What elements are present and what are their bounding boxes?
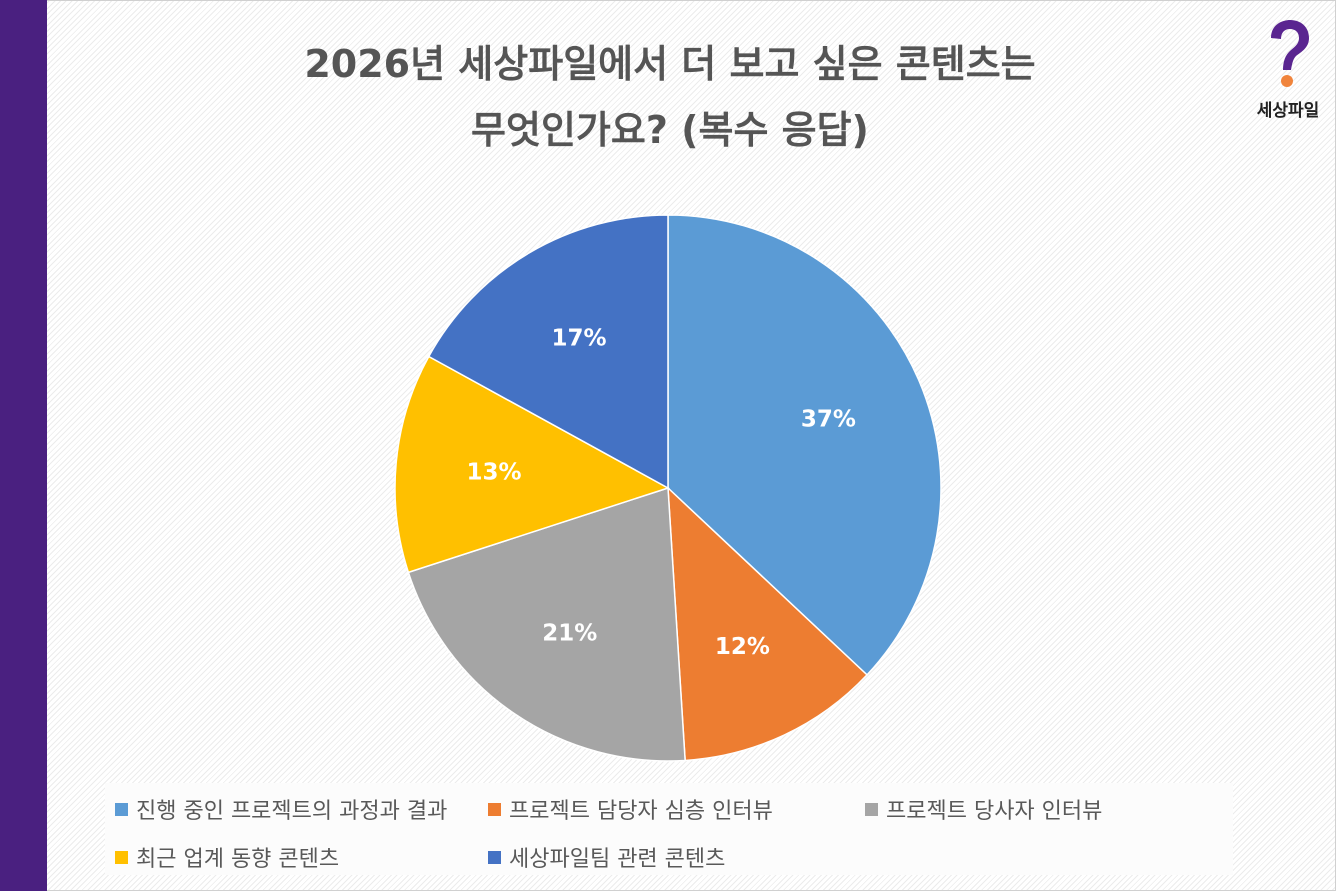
legend-label: 진행 중인 프로젝트의 과정과 결과 xyxy=(136,799,448,824)
legend-swatch xyxy=(488,802,501,816)
data-label: 17% xyxy=(552,326,607,352)
legend-item: 세상파일팀 관련 콘텐츠 xyxy=(488,841,725,873)
data-label: 21% xyxy=(542,621,597,647)
legend-label: 프로젝트 담당자 심층 인터뷰 xyxy=(509,799,773,824)
pie-slice xyxy=(427,214,669,490)
pie-slice xyxy=(667,214,942,676)
pie-slice xyxy=(407,486,686,762)
chart-title-line2: 무엇인가요? (복수 응답) xyxy=(471,108,869,152)
legend-item: 진행 중인 프로젝트의 과정과 결과 xyxy=(115,793,447,825)
sidebar-accent-bar xyxy=(0,0,47,891)
legend-swatch xyxy=(115,802,128,816)
chart-title-line1: 2026년 세상파일에서 더 보고 싶은 콘텐츠는 xyxy=(304,42,1036,86)
data-label: 37% xyxy=(801,407,856,433)
legend-item: 최근 업계 동향 콘텐츠 xyxy=(115,841,339,873)
legend-item: 프로젝트 당사자 인터뷰 xyxy=(865,793,1102,825)
legend-item: 프로젝트 담당자 심층 인터뷰 xyxy=(488,793,773,825)
legend-label: 세상파일팀 관련 콘텐츠 xyxy=(509,847,726,872)
pie-slice xyxy=(667,486,869,762)
legend-label: 최근 업계 동향 콘텐츠 xyxy=(136,847,340,872)
data-label: 12% xyxy=(715,634,770,660)
question-mark-icon xyxy=(1271,20,1309,87)
logo: 세상파일 xyxy=(1250,18,1326,121)
legend-label: 프로젝트 당사자 인터뷰 xyxy=(886,799,1103,824)
legend: 진행 중인 프로젝트의 과정과 결과 프로젝트 담당자 심층 인터뷰 프로젝트 … xyxy=(105,783,1233,875)
logo-text: 세상파일 xyxy=(1256,101,1320,121)
legend-swatch xyxy=(488,850,501,864)
pie-slice xyxy=(394,355,670,574)
data-label: 13% xyxy=(467,460,522,486)
legend-swatch xyxy=(865,802,878,816)
legend-swatch xyxy=(115,850,128,864)
